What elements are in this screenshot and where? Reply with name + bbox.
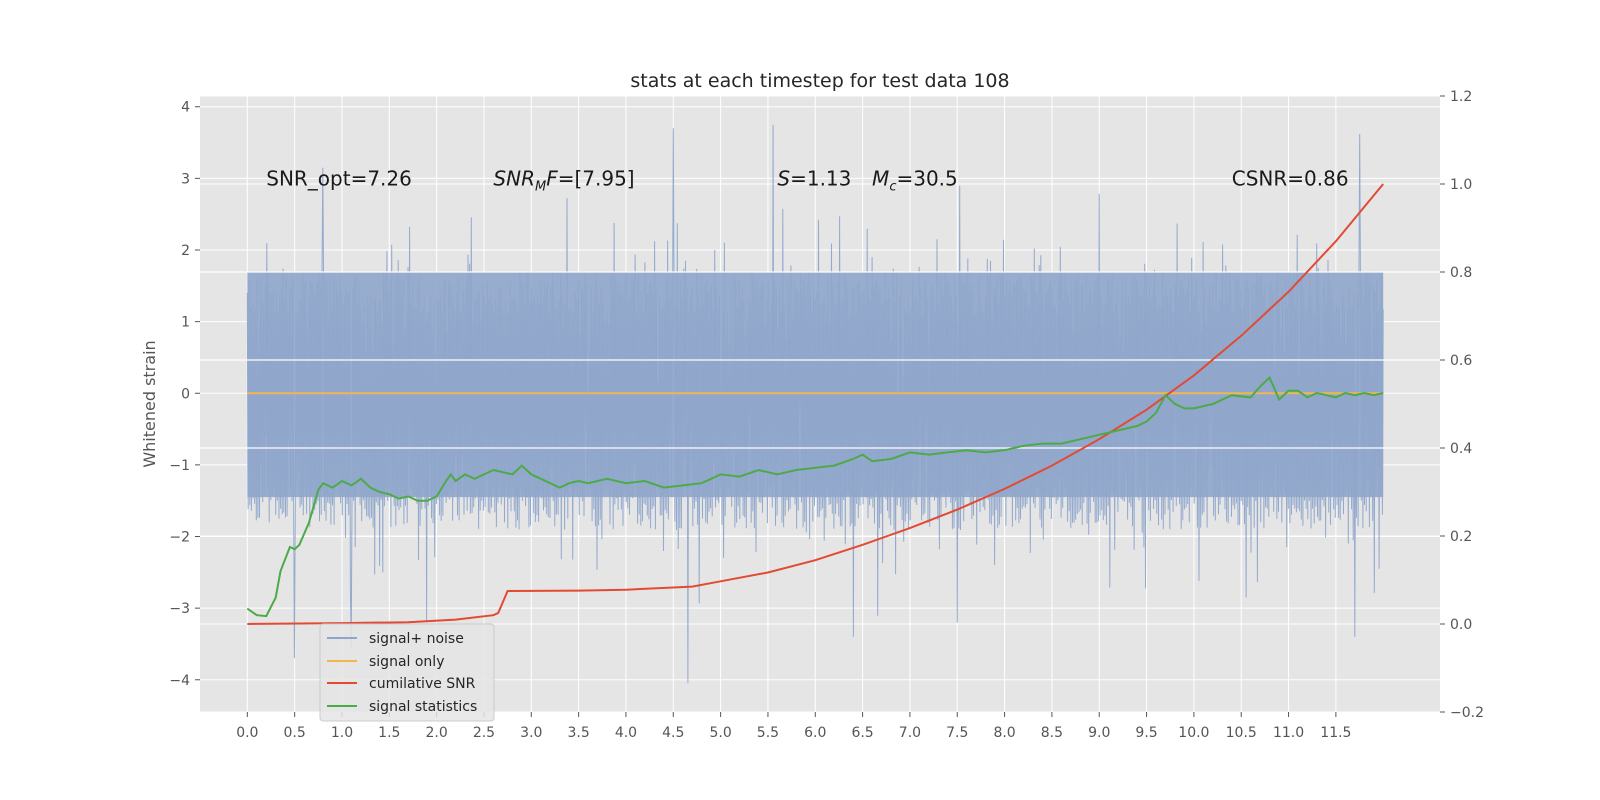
x-tick-label: 8.0 xyxy=(993,725,1015,741)
x-tick-label: 9.5 xyxy=(1135,725,1157,741)
x-tick-label: 2.5 xyxy=(473,725,495,741)
y2-tick-label: 0.6 xyxy=(1450,353,1472,369)
x-tick-label: 6.5 xyxy=(851,725,873,741)
annotation: S=1.13 xyxy=(777,167,851,191)
y2-tick-label: 0.2 xyxy=(1450,529,1472,545)
y-tick-label: 0 xyxy=(181,386,190,402)
y2-tick-label: 0.8 xyxy=(1450,265,1472,281)
series-line-cumilative-snr xyxy=(247,183,1384,625)
annotations: SNR_opt=7.26 SNRMF=[7.95] S=1.13 Mc=30.5 CSN… xyxy=(266,167,1348,195)
y2-tick-label: 0.0 xyxy=(1450,617,1472,633)
legend-label-signal-statistics: signal statistics xyxy=(369,699,477,715)
y2-tick-label: 1.0 xyxy=(1450,177,1472,193)
y2-tick-label: 0.4 xyxy=(1450,441,1472,457)
annotation: Mc=30.5 xyxy=(872,167,958,195)
x-tick-label: 1.0 xyxy=(331,725,353,741)
x-tick-label: 4.5 xyxy=(662,725,684,741)
annotation: SNRMF=[7.95] xyxy=(493,167,634,195)
legend-box xyxy=(319,623,495,722)
x-tick-label: 5.5 xyxy=(757,725,779,741)
x-tick-label: 11.0 xyxy=(1273,725,1304,741)
x-tick-label: 7.5 xyxy=(946,725,968,741)
y-axis-label: Whitened strain xyxy=(140,340,159,467)
y-tick-label: −3 xyxy=(169,601,190,617)
legend: signal+ noise signal only cumilative SNR… xyxy=(319,623,495,722)
x-tick-label: 5.0 xyxy=(709,725,731,741)
y-tick-label: 2 xyxy=(181,243,190,259)
x-tick-label: 3.5 xyxy=(567,725,589,741)
y2-tick-label: 1.2 xyxy=(1450,89,1472,105)
x-tick-label: 4.0 xyxy=(615,725,637,741)
x-tick-label: 8.5 xyxy=(1041,725,1063,741)
y-tick-label: −4 xyxy=(169,673,190,689)
series-lines xyxy=(246,183,1384,625)
y-tick-label: 3 xyxy=(181,171,190,187)
x-tick-label: 7.0 xyxy=(899,725,921,741)
signal-noise-band xyxy=(247,271,1384,498)
annotation: CSNR=0.86 xyxy=(1232,167,1349,191)
x-tick-label: 0.0 xyxy=(236,725,258,741)
legend-label-cumulative-snr: cumilative SNR xyxy=(369,676,476,692)
x-tick-label: 11.5 xyxy=(1320,725,1351,741)
x-tick-label: 0.5 xyxy=(284,725,306,741)
legend-label-signal-only: signal only xyxy=(369,654,444,670)
x-tick-label: 9.0 xyxy=(1088,725,1110,741)
x-tick-label: 2.0 xyxy=(426,725,448,741)
x-tick-label: 1.5 xyxy=(378,725,400,741)
x-tick-label: 10.5 xyxy=(1226,725,1257,741)
series-signal-noise xyxy=(200,124,1440,684)
legend-label-signal-noise: signal+ noise xyxy=(369,631,464,647)
series-line-signal-statistics xyxy=(246,375,1384,618)
y-tick-label: 4 xyxy=(181,100,190,116)
x-tick-label: 10.0 xyxy=(1178,725,1209,741)
y-tick-label: 1 xyxy=(181,315,190,331)
y2-tick-label: −0.2 xyxy=(1450,705,1484,721)
x-tick-label: 3.0 xyxy=(520,725,542,741)
y-tick-label: −1 xyxy=(169,458,190,474)
y-tick-label: −2 xyxy=(169,530,190,546)
annotation: SNR_opt=7.26 xyxy=(266,167,412,191)
chart-title: stats at each timestep for test data 108 xyxy=(630,70,1009,92)
x-tick-label: 6.0 xyxy=(804,725,826,741)
axis-ticks: 0.0 0.5 1.0 1.5 2.0 2.5 3.0 3.5 4.0 4.5 5.0 5.5 6.0 6… xyxy=(169,89,1484,741)
